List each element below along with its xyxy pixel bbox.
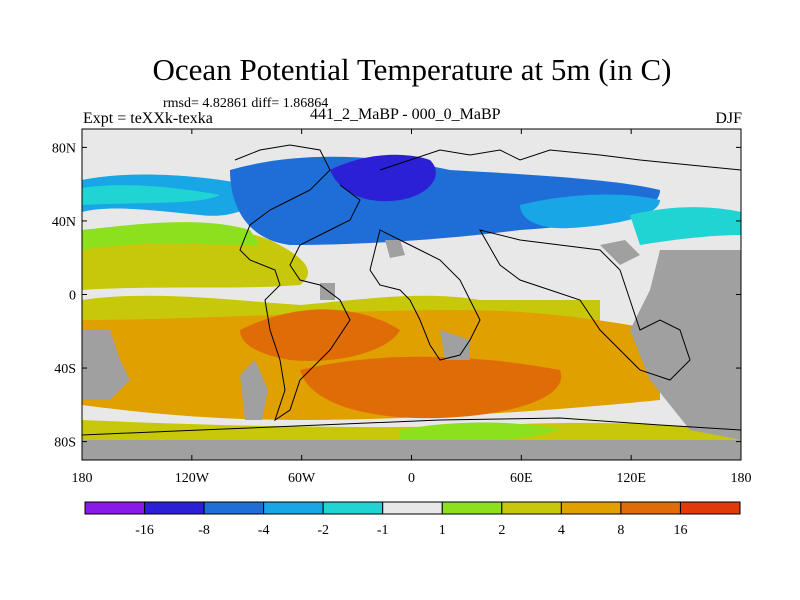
land-patch-a xyxy=(320,283,335,300)
x-tick-label: 120W xyxy=(175,471,210,486)
colorbar-label: 16 xyxy=(673,523,687,538)
land-patch-b xyxy=(385,240,405,258)
season-label: DJF xyxy=(715,110,742,127)
colorbar-swatch xyxy=(203,501,265,515)
north-atlantic-cold-core xyxy=(330,154,436,202)
colorbar-swatch xyxy=(620,501,681,515)
colorbar-swatch xyxy=(501,501,562,515)
x-axis: 180 120W 60W 0 60E 120E 180 xyxy=(72,129,752,486)
northwest-pacific-cool xyxy=(630,207,741,245)
colorbar-swatch xyxy=(560,501,622,515)
x-tick-label: 180 xyxy=(72,471,93,486)
coastlines xyxy=(82,144,741,436)
land-africa-south xyxy=(440,330,470,360)
x-tick-label: 60E xyxy=(510,471,533,486)
colorbar-swatch xyxy=(382,501,443,515)
north-pacific-cool-edge xyxy=(82,185,220,205)
colorbar-swatch xyxy=(441,501,503,515)
colorbar-swatch xyxy=(679,501,741,515)
colorbar-label: 8 xyxy=(617,523,624,538)
runs-label: 441_2_MaBP - 000_0_MaBP xyxy=(310,106,501,123)
x-tick-label: 120E xyxy=(616,471,646,486)
x-tick-label: 60W xyxy=(288,471,316,486)
chart-title: Ocean Potential Temperature at 5m (in C) xyxy=(152,52,672,87)
colorbar-swatch xyxy=(263,501,324,515)
y-tick-label: 80S xyxy=(54,436,76,451)
colorbar-label: -8 xyxy=(198,523,210,538)
colorbar-swatch xyxy=(144,501,205,515)
stats-text: rmsd= 4.82861 diff= 1.86864 xyxy=(163,96,329,111)
colorbar-label: 4 xyxy=(558,523,565,538)
colorbar-label: 2 xyxy=(498,523,505,538)
colorbar: -16 -8 -4 -2 -1 1 2 4 8 16 xyxy=(84,501,741,538)
colorbar-swatch xyxy=(84,501,146,515)
colorbar-label: -1 xyxy=(377,523,389,538)
colorbar-swatch xyxy=(322,501,384,515)
x-tick-label: 0 xyxy=(408,471,415,486)
y-tick-label: 0 xyxy=(69,289,76,304)
north-pacific-light xyxy=(82,222,260,250)
x-tick-label: 180 xyxy=(731,471,752,486)
colorbar-label: -2 xyxy=(317,523,329,538)
land-patch-c xyxy=(600,240,640,265)
land-east-asia xyxy=(82,330,130,400)
southern-ocean-strong xyxy=(300,356,562,419)
temperature-field xyxy=(82,129,741,460)
colorbar-label: -16 xyxy=(135,523,154,538)
land-south-america xyxy=(240,360,268,420)
colorbar-label: 1 xyxy=(439,523,446,538)
antarctic-margin-light xyxy=(400,422,560,442)
y-tick-label: 80N xyxy=(52,141,76,156)
y-tick-label: 40S xyxy=(54,362,76,377)
y-axis: 80N 40N 0 40S 80S xyxy=(52,141,741,451)
colorbar-label: -4 xyxy=(258,523,270,538)
north-sea-cool xyxy=(520,194,660,229)
land-antarctica xyxy=(82,440,741,460)
y-tick-label: 40N xyxy=(52,215,76,230)
experiment-label: Expt = teXXk-texka xyxy=(83,110,213,127)
south-atlantic-strong xyxy=(240,309,400,361)
